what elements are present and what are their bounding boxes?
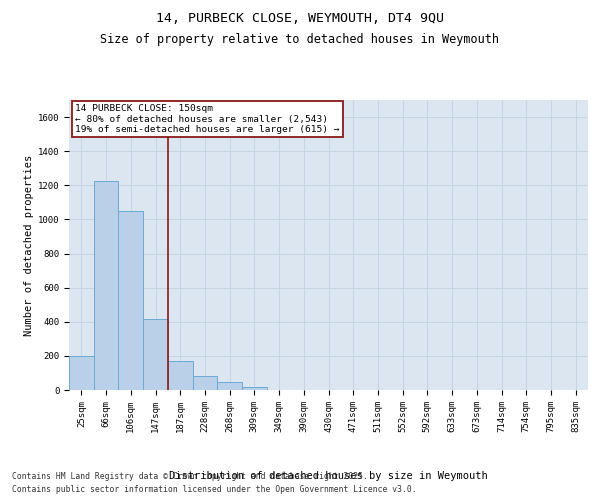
Bar [193,376,217,390]
Text: Contains HM Land Registry data © Crown copyright and database right 2025.: Contains HM Land Registry data © Crown c… [12,472,368,481]
Bar [242,386,267,390]
Text: Contains public sector information licensed under the Open Government Licence v3: Contains public sector information licen… [12,485,416,494]
Bar [118,211,143,390]
Y-axis label: Number of detached properties: Number of detached properties [23,154,34,336]
Bar [168,361,193,390]
Bar [143,319,168,390]
X-axis label: Distribution of detached houses by size in Weymouth: Distribution of detached houses by size … [169,471,488,481]
Bar [69,356,94,390]
Text: Size of property relative to detached houses in Weymouth: Size of property relative to detached ho… [101,32,499,46]
Text: 14 PURBECK CLOSE: 150sqm
← 80% of detached houses are smaller (2,543)
19% of sem: 14 PURBECK CLOSE: 150sqm ← 80% of detach… [75,104,340,134]
Bar [94,181,118,390]
Text: 14, PURBECK CLOSE, WEYMOUTH, DT4 9QU: 14, PURBECK CLOSE, WEYMOUTH, DT4 9QU [156,12,444,26]
Bar [217,382,242,390]
